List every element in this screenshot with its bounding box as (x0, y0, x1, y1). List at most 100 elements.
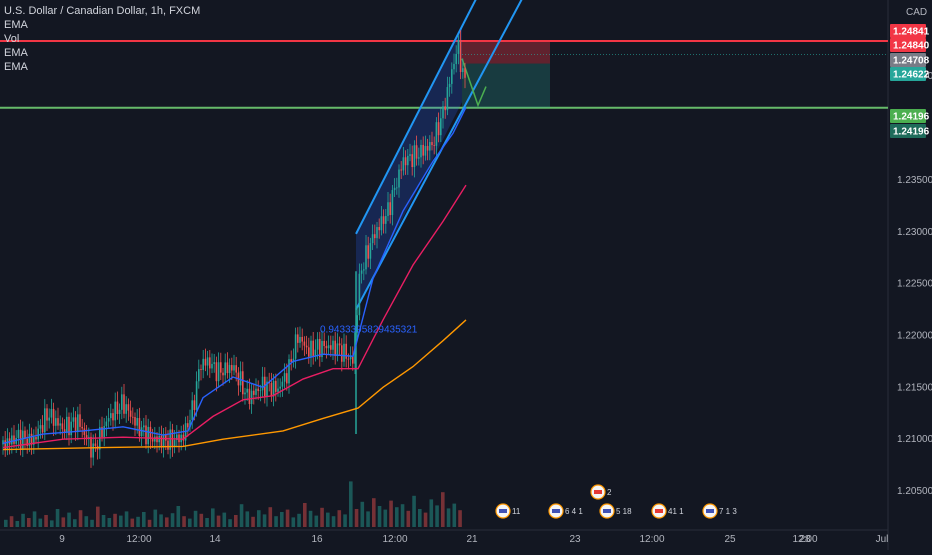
candle-body (160, 435, 163, 448)
candle-body (292, 358, 295, 363)
candle-body (30, 433, 33, 445)
candle-body (400, 169, 402, 171)
candle-body (363, 269, 365, 271)
event-flag-stripe (552, 509, 560, 513)
candle-body (341, 345, 343, 362)
candle-body (444, 106, 446, 111)
candle-body (92, 443, 94, 458)
volume-bar (199, 513, 204, 527)
candle-body (211, 363, 213, 369)
candle-body (426, 145, 429, 151)
volume-bar (55, 509, 60, 527)
candle-body (385, 215, 387, 224)
candle-body (374, 234, 376, 239)
candle-body (44, 408, 46, 433)
candle-body (101, 427, 103, 438)
candle-body (345, 343, 347, 359)
candle-body (288, 359, 290, 384)
volume-bar (142, 512, 146, 527)
candle-body (297, 334, 299, 343)
price-label-bg (890, 109, 926, 123)
candlesticks (2, 30, 466, 468)
candle-body (316, 338, 319, 350)
candle-body (132, 416, 134, 418)
candle-body (391, 190, 394, 216)
volume-bar (262, 514, 267, 527)
channel-ratio-label: 0.9433395829435321 (320, 324, 418, 335)
volume-bar (251, 516, 255, 527)
candle-body (22, 430, 24, 450)
candle-body (6, 438, 9, 450)
candle-body (138, 418, 141, 437)
volume-bar (124, 511, 129, 527)
stop-zone (462, 40, 550, 64)
candle-body (387, 202, 389, 216)
price-label-text: 1.24622 (893, 70, 930, 81)
candle-body (11, 435, 13, 445)
volume-bar (383, 509, 388, 527)
indicator-ema-2[interactable]: EMA (4, 47, 28, 59)
candle-body (259, 390, 262, 392)
event-flag-stripe (655, 509, 663, 513)
candle-body (123, 394, 125, 414)
candle-body (407, 155, 409, 166)
candle-body (330, 345, 332, 350)
candle-body (433, 145, 435, 146)
candle-body (356, 315, 358, 333)
candle-body (244, 392, 246, 395)
volume-bar (435, 505, 439, 527)
volume-bar (165, 517, 169, 527)
candle-body (202, 358, 204, 370)
event-marker: 11 (495, 503, 521, 519)
symbol-title[interactable]: U.S. Dollar / Canadian Dollar, 1h, FXCM (4, 5, 201, 17)
candle-body (420, 144, 422, 158)
candle-body (52, 408, 55, 426)
price-label-bg (890, 67, 926, 81)
volume-bar (268, 507, 273, 527)
indicator-ema-1[interactable]: EMA (4, 19, 28, 31)
candle-body (343, 343, 345, 362)
volume-bar (73, 519, 77, 527)
candle-body (35, 437, 37, 440)
x-tick-label: 14 (209, 534, 221, 545)
candle-body (402, 157, 405, 171)
chart-legend: U.S. Dollar / Canadian Dollar, 1h, FXCM … (4, 4, 200, 74)
event-count-label: 11 (512, 507, 521, 516)
volume-bar (228, 519, 232, 527)
candle-body (437, 122, 440, 136)
candle-body (396, 187, 398, 189)
volume-bar (366, 511, 370, 527)
y-tick-label: 1.23000 (897, 227, 932, 238)
candle-body (378, 227, 380, 231)
candle-body (4, 440, 6, 450)
y-tick-label: 1.22000 (897, 331, 932, 342)
candle-body (134, 417, 136, 426)
volume-bar (372, 498, 376, 527)
volume-bar (400, 504, 405, 527)
volume-bar (119, 515, 123, 527)
event-count-label: 41 1 (668, 507, 684, 516)
volume-bar (211, 508, 215, 527)
candle-body (360, 270, 363, 274)
candle-body (140, 427, 143, 437)
candle-body (270, 383, 273, 397)
x-tick-label: 12:00 (382, 534, 407, 545)
volume-bar (153, 509, 158, 527)
volume-bar (78, 510, 83, 527)
candle-body (165, 434, 167, 441)
candle-body (136, 418, 138, 426)
candle-body (308, 347, 310, 357)
candle-body (231, 365, 233, 371)
candle-body (286, 373, 288, 384)
indicator-ema-3[interactable]: EMA (4, 61, 28, 73)
candle-body (323, 340, 325, 346)
volume-bar (61, 517, 66, 527)
candle-body (68, 416, 70, 436)
candle-body (281, 381, 284, 387)
volume-bar (38, 518, 43, 527)
candle-body (325, 345, 328, 349)
indicator-vol[interactable]: Vol (4, 33, 20, 45)
candle-body (369, 243, 372, 259)
